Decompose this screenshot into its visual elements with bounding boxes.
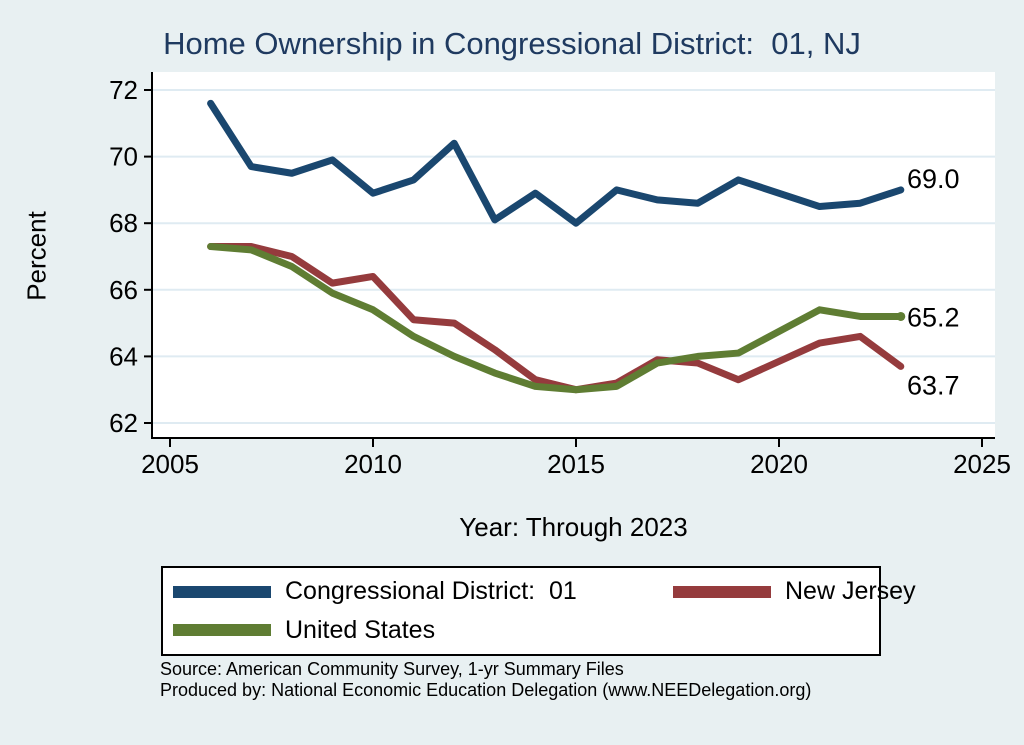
legend-swatch-united-states [173, 624, 271, 637]
legend: Congressional District: 01 New Jersey Un… [161, 566, 916, 656]
legend-swatch-new-jersey [673, 585, 771, 598]
legend-label-new-jersey: New Jersey [785, 577, 916, 606]
series-end-marker-2 [896, 311, 906, 321]
notes: Source: American Community Survey, 1-yr … [160, 659, 811, 700]
y-tick-label: 70 [109, 142, 138, 172]
legend-item-united-states: United States [173, 616, 673, 645]
x-tick-label: 2015 [547, 449, 605, 479]
x-axis-title: Year: Through 2023 [459, 512, 688, 542]
x-tick-label: 2025 [953, 449, 1011, 479]
y-tick-label: 72 [109, 75, 138, 105]
legend-item-district: Congressional District: 01 [173, 577, 673, 606]
legend-item-new-jersey: New Jersey [673, 577, 916, 606]
legend-label-united-states: United States [285, 615, 436, 644]
legend-swatch-district [173, 585, 271, 598]
series-end-label-0: 69.0 [907, 164, 960, 194]
series-line-0 [207, 99, 905, 227]
chart-title: Home Ownership in Congressional District… [163, 26, 861, 61]
producer-note: Produced by: National Economic Education… [160, 679, 812, 700]
y-tick-label: 66 [109, 275, 138, 305]
series-end-label-2: 65.2 [907, 302, 960, 332]
series-end-label-1: 63.7 [907, 370, 960, 400]
source-note: Source: American Community Survey, 1-yr … [160, 659, 624, 679]
x-tick-label: 2005 [141, 449, 199, 479]
y-tick-label: 64 [109, 341, 138, 371]
y-tick-label: 62 [109, 408, 138, 438]
x-tick-label: 2010 [344, 449, 402, 479]
series-line-1 [207, 243, 905, 394]
legend-label-district: Congressional District: 01 [285, 577, 577, 606]
series-line-2 [207, 243, 905, 394]
x-tick-label: 2020 [750, 449, 808, 479]
y-tick-label: 68 [109, 208, 138, 238]
